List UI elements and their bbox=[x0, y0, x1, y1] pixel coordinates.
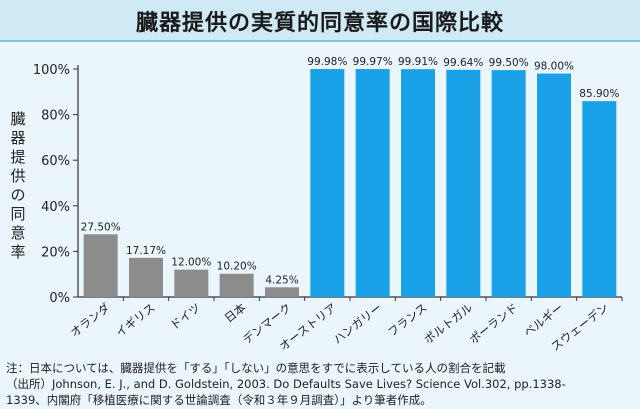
bar-value-label: 12.00% bbox=[171, 257, 211, 269]
y-tick-label: 40% bbox=[41, 200, 70, 215]
title-band bbox=[0, 0, 640, 42]
bar-value-label: 27.50% bbox=[81, 221, 121, 233]
bar bbox=[174, 269, 209, 297]
bar bbox=[83, 234, 118, 297]
bar bbox=[265, 287, 299, 297]
bar bbox=[355, 69, 390, 298]
bar-value-label: 98.00% bbox=[534, 61, 574, 73]
y-tick-label: 100% bbox=[33, 63, 70, 78]
bar bbox=[219, 273, 254, 297]
bar-value-label: 99.97% bbox=[353, 56, 393, 68]
category-label: ポーランド bbox=[467, 300, 521, 346]
bar-value-label: 17.17% bbox=[126, 245, 166, 257]
y-tick-label: 60% bbox=[41, 154, 70, 169]
bar bbox=[401, 69, 435, 297]
bar bbox=[491, 70, 526, 297]
bar-chart: 0% 20% 40% 60% 80% 100% 27.50% オランダ 17.17% イギリス 12… bbox=[33, 56, 623, 354]
bar-value-label: 85.90% bbox=[579, 88, 619, 100]
bar-value-label: 99.50% bbox=[489, 57, 529, 69]
category-label: ハンガリー bbox=[331, 300, 385, 346]
y-tick-label: 20% bbox=[41, 245, 70, 260]
source-line-1: （出所）Johnson, E. J., and D. Goldstein, 20… bbox=[6, 377, 566, 391]
source-line-2: 1339、内閣府「移植医療に関する世論調査（令和３年９月調査）」より筆者作成。 bbox=[6, 393, 432, 407]
bar bbox=[129, 257, 163, 297]
category-label: ドイツ bbox=[167, 300, 203, 332]
bar-value-label: 10.20% bbox=[217, 261, 257, 273]
bar-value-label: 99.64% bbox=[443, 57, 483, 69]
y-axis-label: 臓器提供の同意率 bbox=[10, 110, 26, 261]
bar-value-label: 4.25% bbox=[265, 274, 298, 286]
category-label: ポルトガル bbox=[421, 300, 475, 346]
bar-value-label: 99.98% bbox=[307, 56, 347, 68]
note-line-1: 注：日本については、臓器提供を「する」「しない」の意思をすでに表示している人の割… bbox=[6, 361, 506, 375]
bar-value-label: 99.91% bbox=[398, 56, 438, 68]
bar bbox=[582, 101, 617, 297]
chart-title: 臓器提供の実質的同意率の国際比較 bbox=[135, 11, 504, 36]
category-label: オランダ bbox=[68, 300, 113, 340]
bar bbox=[310, 69, 345, 298]
y-tick-label: 80% bbox=[41, 109, 70, 124]
category-label: イギリス bbox=[113, 300, 158, 339]
bar bbox=[537, 73, 571, 297]
bar bbox=[446, 69, 481, 297]
category-label: 日本 bbox=[222, 300, 249, 326]
y-tick-label: 0% bbox=[49, 291, 70, 306]
